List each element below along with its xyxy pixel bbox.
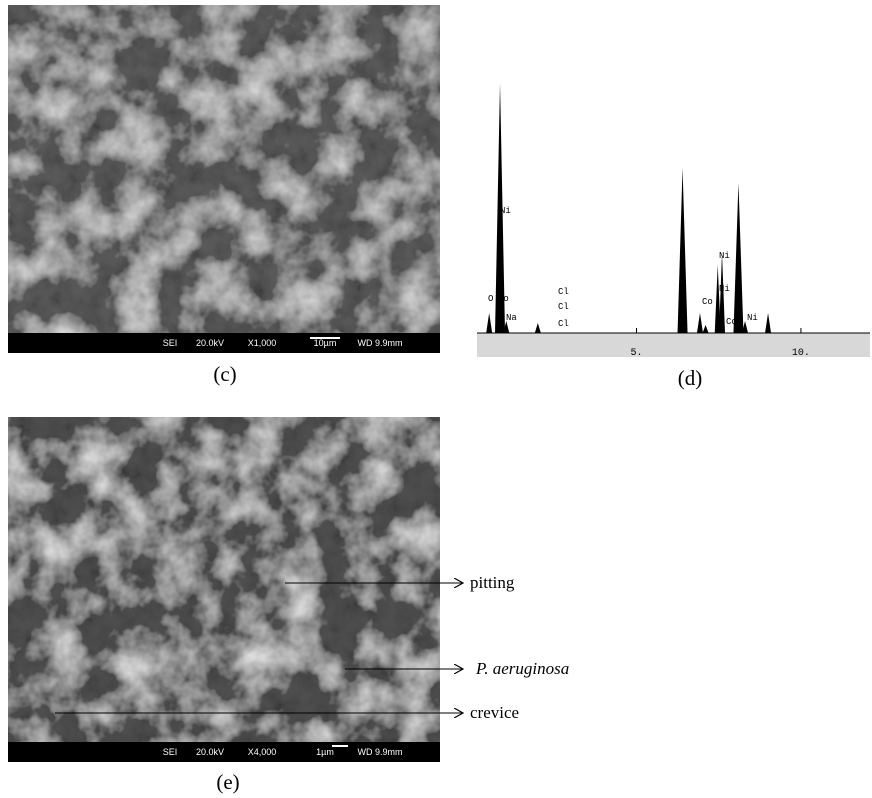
element-label: Cl [558,302,569,312]
sem-image-c [8,5,440,353]
element-label: Na [506,313,517,323]
annotation: pitting [470,573,515,592]
axis-band [477,333,870,357]
annotation: crevice [470,703,519,722]
info-text: 20.0kV [196,747,224,757]
caption: (d) [678,366,703,390]
peak [702,325,709,333]
peak [719,253,726,333]
info-text: X1,000 [248,338,277,348]
peak [765,313,772,333]
element-label: Cl [558,287,569,297]
element-label: Cl [558,319,569,329]
x-tick-label: 10. [792,348,810,359]
element-label: Ni [719,251,730,261]
peak [696,313,703,333]
element-label: Co [498,294,509,304]
peak [677,168,688,333]
info-text: 20.0kV [196,338,224,348]
info-text: 1µm [316,747,334,757]
peak [733,183,744,333]
info-text: 10µm [314,338,337,348]
info-text: X4,000 [248,747,277,757]
annotation: P. aeruginosa [475,659,569,678]
caption: (c) [213,362,236,386]
sem-image-e [8,417,440,762]
peak [714,265,721,333]
info-text: WD 9.9mm [358,747,403,757]
peak [503,321,510,333]
info-text: WD 9.9mm [358,338,403,348]
peak [742,321,749,333]
x-tick-label: 5. [630,348,642,359]
element-label: Ni [747,313,758,323]
element-label: O [488,294,493,304]
element-label: Co [702,297,713,307]
element-label: Co [726,317,737,327]
peak [486,313,493,333]
caption: (e) [216,770,239,794]
peak [534,323,541,333]
info-text: SEI [163,338,178,348]
element-label: Ni [500,206,511,216]
info-text: SEI [163,747,178,757]
element-label: Ni [719,284,730,294]
peak [495,83,506,333]
